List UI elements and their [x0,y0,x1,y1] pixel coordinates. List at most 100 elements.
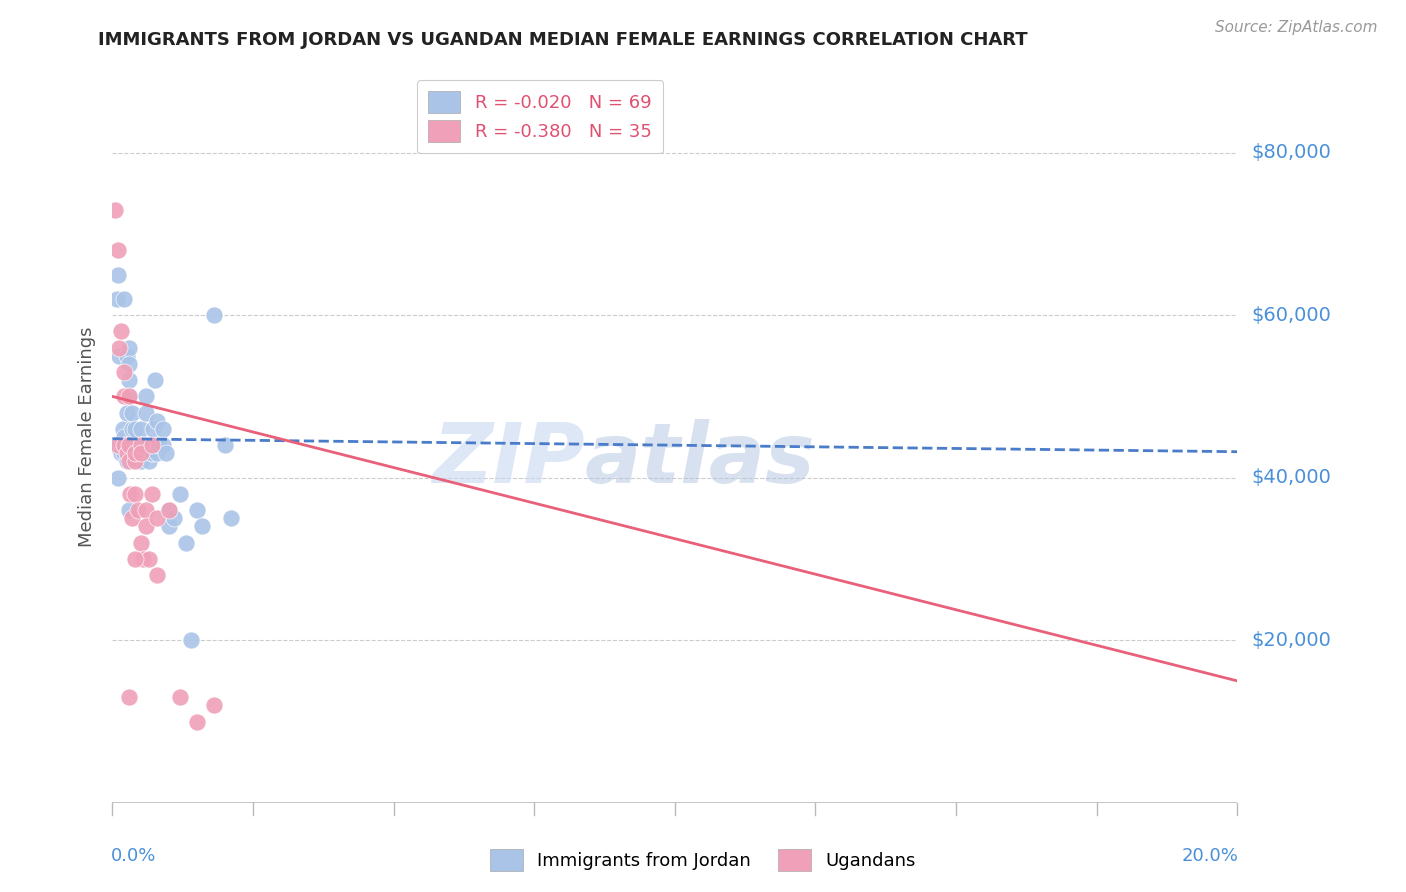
Text: $20,000: $20,000 [1251,631,1331,649]
Text: ZIP: ZIP [432,418,585,500]
Point [108,349,131,363]
Point [135,438,157,452]
Text: 0.0%: 0.0% [111,847,156,864]
Text: $60,000: $60,000 [1251,306,1331,325]
Point [118,389,141,403]
Point [110,438,132,452]
Point [118,373,141,387]
Text: Source: ZipAtlas.com: Source: ZipAtlas.com [1215,20,1378,35]
Point [129,438,152,452]
Point [121,406,143,420]
Point [141,487,163,501]
Point [114,438,136,452]
Point [152,422,174,436]
Point [118,454,141,468]
Point [115,349,138,363]
Point [180,633,202,648]
Point [118,389,141,403]
Point [135,438,157,452]
Point [157,503,180,517]
Point [152,438,174,452]
Point [129,422,152,436]
Text: $40,000: $40,000 [1251,468,1331,487]
Point [107,438,129,452]
Point [138,454,160,468]
Point [132,552,155,566]
Point [112,430,135,444]
Point [135,519,157,533]
Point [214,438,236,452]
Point [132,446,155,460]
Point [143,373,166,387]
Point [169,487,191,501]
Point [115,454,138,468]
Legend: R = -0.020   N = 69, R = -0.380   N = 35: R = -0.020 N = 69, R = -0.380 N = 35 [418,80,662,153]
Point [141,446,163,460]
Y-axis label: Median Female Earnings: Median Female Earnings [77,326,96,548]
Point [124,454,146,468]
Point [124,552,146,566]
Point [202,698,225,713]
Point [135,389,157,403]
Point [115,406,138,420]
Point [105,292,128,306]
Point [107,471,129,485]
Point [124,446,146,460]
Point [124,422,146,436]
Point [141,446,163,460]
Point [108,341,131,355]
Point [146,446,169,460]
Point [118,690,141,705]
Point [174,535,197,549]
Point [157,519,180,533]
Point [142,422,165,436]
Text: atlas: atlas [585,418,815,500]
Point [129,454,152,468]
Point [118,438,141,452]
Point [111,422,134,436]
Point [148,438,170,452]
Point [219,511,242,525]
Point [135,503,157,517]
Point [186,503,208,517]
Point [110,325,132,339]
Point [129,446,152,460]
Point [121,422,143,436]
Point [146,568,169,582]
Point [124,446,146,460]
Point [118,341,141,355]
Point [112,389,135,403]
Point [129,438,152,452]
Point [141,438,163,452]
Point [129,454,152,468]
Point [146,414,169,428]
Point [110,446,132,460]
Point [146,511,169,525]
Point [112,292,135,306]
Point [129,446,152,460]
Point [107,243,129,257]
Text: 20.0%: 20.0% [1181,847,1239,864]
Point [163,511,186,525]
Legend: Immigrants from Jordan, Ugandans: Immigrants from Jordan, Ugandans [484,842,922,879]
Point [104,202,127,217]
Point [120,446,142,460]
Point [112,438,135,452]
Point [124,454,146,468]
Point [124,438,146,452]
Point [146,438,169,452]
Point [112,438,135,452]
Point [202,308,225,322]
Point [138,552,160,566]
Point [136,446,159,460]
Point [120,487,142,501]
Point [191,519,214,533]
Point [127,446,149,460]
Point [124,446,146,460]
Point [186,714,208,729]
Point [129,438,152,452]
Point [135,406,157,420]
Point [107,268,129,282]
Point [127,503,149,517]
Text: $80,000: $80,000 [1251,143,1331,162]
